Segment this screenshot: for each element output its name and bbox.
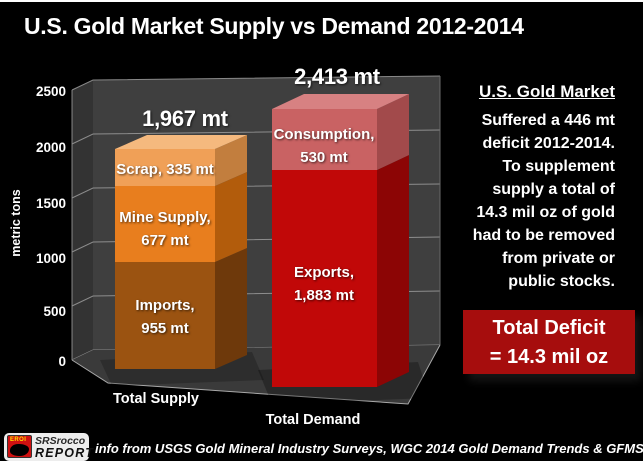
y-tick-1000: 1000 xyxy=(35,251,66,266)
chart-title: U.S. Gold Market Supply vs Demand 2012-2… xyxy=(24,13,524,39)
side-note-line: from private or xyxy=(502,250,615,267)
supply-scrap-front xyxy=(115,149,215,186)
side-note-line: supply a total of xyxy=(492,181,615,198)
imports-label-line2: 955 mt xyxy=(141,320,189,337)
supply-total-label: 1,967 mt xyxy=(142,106,228,131)
demand-total-label: 2,413 mt xyxy=(294,64,380,89)
mine-label-line2: 677 mt xyxy=(141,232,189,249)
supply-mine-side xyxy=(215,172,247,262)
imports-segment-label: Imports, 955 mt xyxy=(115,294,215,340)
floor-front-edge xyxy=(71,344,441,405)
side-note-heading: U.S. Gold Market xyxy=(478,82,615,101)
category-label-total-supply: Total Supply xyxy=(113,391,199,407)
side-note: U.S. Gold Market Suffered a 446 mt defic… xyxy=(450,82,615,293)
deficit-line1: Total Deficit xyxy=(492,317,606,339)
mine-supply-segment-label: Mine Supply, 677 mt xyxy=(102,206,228,252)
supply-scrap-side xyxy=(215,135,247,186)
demand-consumption-side xyxy=(377,94,409,170)
category-label-total-demand: Total Demand xyxy=(265,412,361,428)
demand-consumption-front xyxy=(272,109,377,170)
demand-consumption-top xyxy=(272,94,409,109)
imports-label-line1: Imports, xyxy=(135,297,195,314)
y-tick-2500: 2500 xyxy=(35,84,66,99)
exports-segment-label: Exports, 1,883 mt xyxy=(274,261,374,307)
supply-imports-front xyxy=(115,262,215,369)
side-note-line: Suffered a 446 mt xyxy=(481,112,615,129)
consumption-label-line2: 530 mt xyxy=(300,149,348,166)
left-wall xyxy=(72,80,93,360)
demand-exports-front xyxy=(272,170,377,387)
eroi-badge: EROI xyxy=(7,435,32,458)
srsrocco-report-logo: EROI SRSrocco REPORT xyxy=(4,433,93,461)
consumption-segment-label: Consumption, 530 mt xyxy=(254,123,394,169)
scrap-segment-label: Scrap, 335 mt xyxy=(102,158,228,181)
usa-map-icon xyxy=(10,444,29,456)
y-tick-1500: 1500 xyxy=(35,196,66,211)
demand-exports-side xyxy=(377,155,409,387)
y-tick-500: 500 xyxy=(43,304,66,319)
consumption-label-line1: Consumption, xyxy=(273,126,375,143)
side-note-line: had to be removed xyxy=(472,227,615,244)
logo-name-text: SRSrocco xyxy=(35,435,86,447)
logo-report-text: REPORT xyxy=(35,445,95,460)
eroi-badge-text: EROI xyxy=(10,437,27,443)
scrap-label-line1: Scrap, 335 mt xyxy=(116,161,214,178)
side-note-line: deficit 2012-2014. xyxy=(482,135,615,152)
side-note-line: To supplement xyxy=(502,158,615,175)
deficit-line2: = 14.3 mil oz xyxy=(489,346,609,368)
supply-mine-front xyxy=(115,186,215,262)
total-deficit-callout: Total Deficit = 14.3 mil oz xyxy=(463,310,635,374)
supply-imports-side xyxy=(215,248,247,369)
supply-scrap-top xyxy=(115,135,247,149)
exports-label-line2: 1,883 mt xyxy=(293,287,355,304)
y-tick-0: 0 xyxy=(58,354,66,369)
side-note-line: public stocks. xyxy=(508,273,615,290)
mine-label-line1: Mine Supply, xyxy=(119,209,211,226)
y-tick-2000: 2000 xyxy=(35,140,66,155)
side-note-line: 14.3 mil oz of gold xyxy=(476,204,615,221)
y-axis-title: metric tons xyxy=(9,189,23,257)
source-credit: info from USGS Gold Mineral Industry Sur… xyxy=(95,441,643,456)
exports-label-line1: Exports, xyxy=(293,264,354,281)
